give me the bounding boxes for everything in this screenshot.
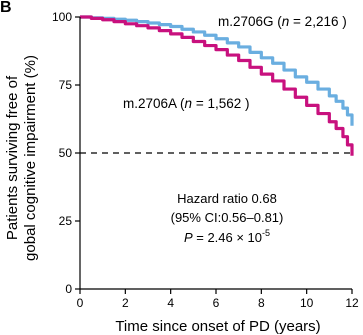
x-tick-label-12: 12 bbox=[345, 296, 359, 310]
x-tick-label-4: 4 bbox=[167, 296, 174, 310]
series-label-m2706g-main: m.2706G ( bbox=[218, 14, 282, 29]
y-tick-label-25: 25 bbox=[59, 214, 73, 228]
axes: 0 2 4 6 8 10 12 0 25 50 75 100 bbox=[52, 10, 359, 310]
annotation-exponent: -5 bbox=[262, 228, 270, 238]
series-label-m2706a-main: m.2706A ( bbox=[123, 96, 185, 111]
series-label-m2706a-n: n bbox=[185, 96, 193, 111]
y-tick-label-100: 100 bbox=[52, 10, 72, 24]
y-tick-label-75: 75 bbox=[59, 78, 73, 92]
x-tick-label-6: 6 bbox=[213, 296, 220, 310]
x-tick-label-2: 2 bbox=[122, 296, 129, 310]
series-label-m2706g: m.2706G (n = 2,216 ) bbox=[218, 14, 347, 29]
x-tick-label-8: 8 bbox=[258, 296, 265, 310]
y-axis-title-line-1: Patients surviving free of bbox=[4, 75, 21, 240]
x-axis-title: Time since onset of PD (years) bbox=[115, 318, 320, 335]
series-line-m2706a bbox=[80, 15, 354, 156]
y-tick-label-50: 50 bbox=[59, 146, 73, 160]
series-label-m2706g-n: n bbox=[282, 14, 290, 29]
annotation-p: P bbox=[184, 230, 193, 245]
y-tick-label-0: 0 bbox=[65, 282, 72, 296]
series-line-m2706g bbox=[80, 15, 354, 126]
series-label-m2706g-rest: = 2,216 ) bbox=[289, 14, 346, 29]
annotation-line-1: Hazard ratio 0.68 bbox=[177, 191, 277, 206]
series-label-m2706a-rest: = 1,562 ) bbox=[192, 96, 249, 111]
y-axis-title: Patients surviving free of gobal cogniti… bbox=[4, 55, 39, 261]
annotation-line-3: P = 2.46 × 10-5 bbox=[184, 228, 270, 245]
hazard-annotation: Hazard ratio 0.68 (95% CI:0.56–0.81) P =… bbox=[171, 191, 284, 245]
panel-label: B bbox=[0, 0, 12, 16]
series-layer bbox=[80, 15, 354, 156]
series-label-m2706a: m.2706A (n = 1,562 ) bbox=[123, 96, 249, 111]
x-tick-label-10: 10 bbox=[300, 296, 314, 310]
annotation-p-value: = 2.46 × 10 bbox=[193, 230, 262, 245]
y-axis-title-line-2: gobal cognitive impairment (%) bbox=[22, 55, 39, 261]
annotation-line-2: (95% CI:0.56–0.81) bbox=[171, 210, 284, 225]
x-tick-label-0: 0 bbox=[77, 296, 84, 310]
